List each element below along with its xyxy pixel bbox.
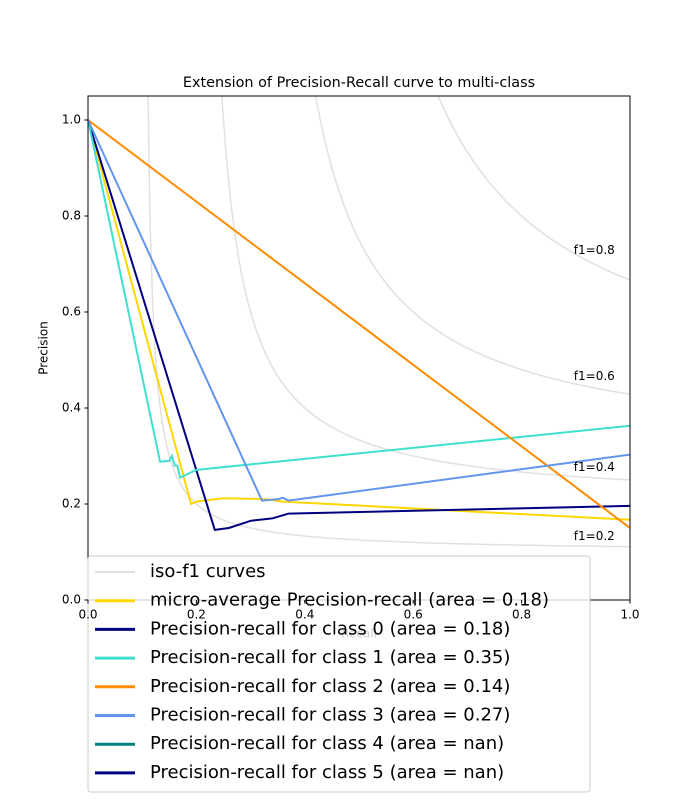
pr-curve: [88, 119, 630, 532]
y-tick-label: 0.4: [62, 401, 81, 415]
pr-curve: [88, 119, 630, 521]
legend-label: iso-f1 curves: [150, 561, 266, 582]
legend-label: Precision-recall for class 0 (area = 0.1…: [150, 618, 510, 639]
y-tick-label: 0.2: [62, 497, 81, 511]
axes-frame: [87, 95, 631, 601]
legend-label: Precision-recall for class 3 (area = 0.2…: [150, 705, 510, 726]
legend-label: Precision-recall for class 5 (area = nan…: [150, 762, 504, 783]
pr-curve: [88, 119, 630, 502]
iso-f1-label: f1=0.4: [574, 460, 615, 474]
iso-f1-label: f1=0.6: [574, 369, 615, 383]
y-tick-label: 1.0: [62, 113, 81, 127]
plot-area: [88, 96, 630, 548]
x-tick-label: 0.0: [78, 608, 97, 622]
x-tick-label: 1.0: [620, 608, 639, 622]
x-tick-label: 0.2: [187, 608, 206, 622]
iso-f1-label: f1=0.8: [574, 243, 615, 257]
iso-f1-curve: [314, 96, 630, 396]
x-tick-label: 0.4: [295, 608, 314, 622]
legend-label: Precision-recall for class 4 (area = nan…: [150, 733, 504, 754]
legend: iso-f1 curves micro-average Precision-rec…: [87, 555, 591, 793]
iso-f1-curve: [147, 96, 630, 548]
y-axis-label: Precision: [37, 321, 51, 375]
pr-curve: [88, 119, 630, 480]
iso-f1-label: f1=0.2: [574, 529, 615, 543]
chart-title: Extension of Precision-Recall curve to m…: [183, 75, 535, 91]
x-tick-label: 0.8: [512, 608, 531, 622]
legend-box: [87, 555, 591, 793]
y-tick-label: 0.8: [62, 209, 81, 223]
iso-f1-curve: [221, 96, 630, 481]
y-tick-label: 0.6: [62, 305, 81, 319]
pr-curve: [88, 119, 630, 529]
y-tick-label: 0.0: [62, 593, 81, 607]
legend-label: micro-average Precision-recall (area = 0…: [150, 590, 549, 611]
legend-label: Precision-recall for class 2 (area = 0.1…: [150, 676, 510, 697]
x-tick-label: 0.6: [404, 608, 423, 622]
iso-f1-curve: [437, 96, 630, 281]
legend-label: Precision-recall for class 1 (area = 0.3…: [150, 647, 510, 668]
